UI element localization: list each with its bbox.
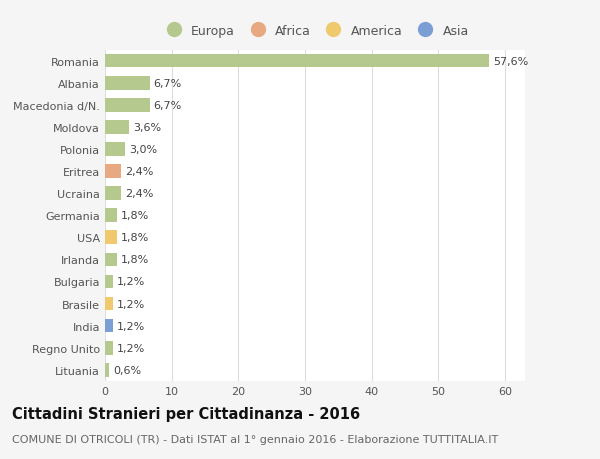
Bar xyxy=(105,165,121,179)
Text: 1,2%: 1,2% xyxy=(117,299,145,309)
Bar xyxy=(105,77,149,90)
Bar xyxy=(105,341,113,355)
Text: 1,8%: 1,8% xyxy=(121,255,149,265)
Text: 2,4%: 2,4% xyxy=(125,189,154,199)
Text: 2,4%: 2,4% xyxy=(125,167,154,177)
Text: 1,2%: 1,2% xyxy=(117,321,145,331)
Bar xyxy=(105,319,113,333)
Legend: Europa, Africa, America, Asia: Europa, Africa, America, Asia xyxy=(161,25,469,38)
Text: 3,6%: 3,6% xyxy=(133,123,161,133)
Text: 1,8%: 1,8% xyxy=(121,211,149,221)
Bar xyxy=(105,143,125,157)
Text: 1,8%: 1,8% xyxy=(121,233,149,243)
Text: 1,2%: 1,2% xyxy=(117,343,145,353)
Bar xyxy=(105,297,113,311)
Bar xyxy=(105,209,117,223)
Bar xyxy=(105,99,149,112)
Bar xyxy=(105,363,109,377)
Bar xyxy=(105,231,117,245)
Text: Cittadini Stranieri per Cittadinanza - 2016: Cittadini Stranieri per Cittadinanza - 2… xyxy=(12,406,360,421)
Bar xyxy=(105,55,489,68)
Text: 3,0%: 3,0% xyxy=(129,145,157,155)
Text: 6,7%: 6,7% xyxy=(154,101,182,111)
Text: 57,6%: 57,6% xyxy=(493,56,528,67)
Bar xyxy=(105,121,129,134)
Text: COMUNE DI OTRICOLI (TR) - Dati ISTAT al 1° gennaio 2016 - Elaborazione TUTTITALI: COMUNE DI OTRICOLI (TR) - Dati ISTAT al … xyxy=(12,434,498,444)
Text: 0,6%: 0,6% xyxy=(113,365,141,375)
Bar xyxy=(105,187,121,201)
Text: 1,2%: 1,2% xyxy=(117,277,145,287)
Text: 6,7%: 6,7% xyxy=(154,78,182,89)
Bar xyxy=(105,275,113,289)
Bar xyxy=(105,253,117,267)
